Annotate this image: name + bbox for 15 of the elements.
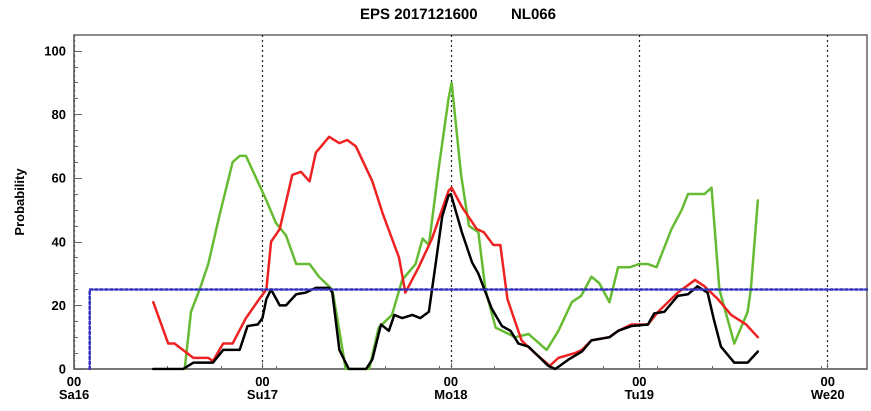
y-tick-label: 80 bbox=[52, 107, 66, 122]
x-tick-label: 00 Sa16 bbox=[58, 374, 90, 402]
y-tick-label: 20 bbox=[52, 298, 66, 313]
y-axis-title: Probability bbox=[12, 168, 27, 236]
x-tick-label: 00 Mo18 bbox=[434, 374, 468, 402]
y-tick-label: 0 bbox=[58, 362, 66, 376]
x-tick-label: 00 Tu19 bbox=[624, 374, 654, 402]
chart-title: EPS 2017121600 NL066 bbox=[360, 6, 556, 23]
y-tick-label: 60 bbox=[52, 170, 66, 186]
y-tick-label: 100 bbox=[44, 43, 66, 58]
line-series bbox=[152, 192, 760, 370]
x-tick-label: 00 Su17 bbox=[246, 374, 278, 402]
y-tick-label: 40 bbox=[52, 234, 66, 250]
line-series bbox=[183, 81, 760, 370]
x-tick-label: 00 We20 bbox=[810, 374, 845, 402]
